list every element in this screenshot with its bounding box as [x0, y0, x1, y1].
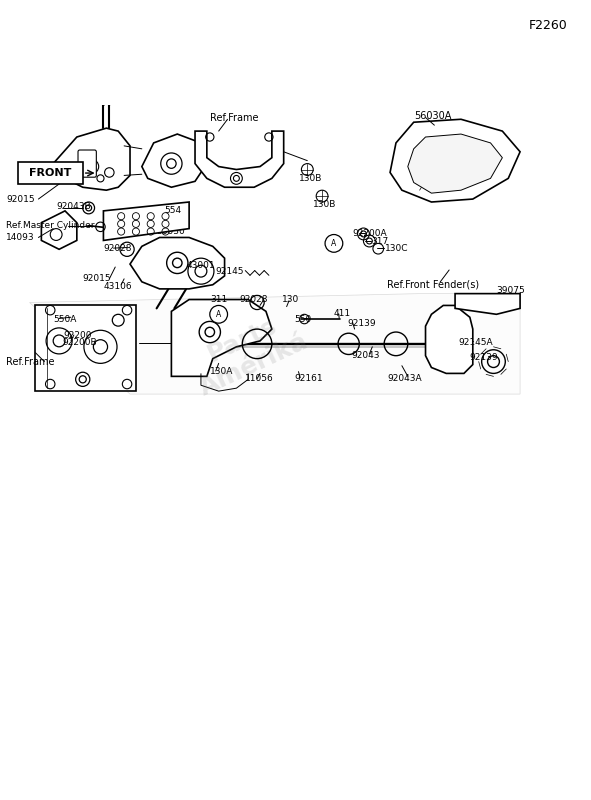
Text: 92015: 92015 — [6, 194, 34, 203]
Text: 43106: 43106 — [103, 282, 132, 291]
Text: 92015: 92015 — [83, 274, 111, 283]
Text: 92200A: 92200A — [353, 229, 388, 238]
Text: 92139: 92139 — [470, 353, 498, 362]
Text: 130B: 130B — [313, 201, 337, 210]
Text: A: A — [216, 310, 221, 319]
Text: 92145A: 92145A — [458, 338, 493, 346]
Polygon shape — [390, 119, 520, 202]
Polygon shape — [53, 128, 130, 190]
Polygon shape — [130, 238, 225, 289]
Text: A: A — [332, 239, 336, 248]
Text: 92043: 92043 — [352, 351, 380, 360]
Polygon shape — [30, 294, 520, 394]
Text: 92145: 92145 — [216, 267, 244, 276]
Text: 92028: 92028 — [239, 295, 268, 304]
Text: 92043A: 92043A — [387, 374, 422, 383]
Text: Ref.Master Cylinder: Ref.Master Cylinder — [6, 221, 95, 230]
Text: 92043B: 92043B — [56, 202, 91, 211]
Polygon shape — [142, 134, 207, 187]
Text: Parts
Amériká: Parts Amériká — [184, 305, 312, 401]
Text: 411: 411 — [334, 310, 351, 318]
Text: Ref.Frame: Ref.Frame — [6, 357, 54, 366]
Text: 92028: 92028 — [103, 244, 132, 253]
Text: 317: 317 — [371, 237, 388, 246]
Text: 43001: 43001 — [187, 262, 215, 270]
Text: 92139: 92139 — [348, 319, 376, 328]
Text: 56030: 56030 — [157, 227, 186, 236]
Text: Ref.Frame: Ref.Frame — [210, 113, 258, 122]
Text: 14093: 14093 — [6, 233, 34, 242]
Circle shape — [210, 306, 228, 323]
FancyBboxPatch shape — [78, 150, 96, 177]
Text: 11056: 11056 — [245, 374, 274, 383]
Text: 130B: 130B — [298, 174, 322, 183]
Text: 56030A: 56030A — [414, 111, 451, 122]
Text: 130: 130 — [282, 295, 299, 304]
Polygon shape — [426, 306, 473, 374]
FancyBboxPatch shape — [18, 162, 83, 184]
Text: 554: 554 — [164, 206, 181, 215]
Text: 39075: 39075 — [496, 286, 525, 295]
Polygon shape — [35, 306, 136, 391]
Text: 130A: 130A — [210, 367, 233, 376]
Text: F2260: F2260 — [528, 19, 567, 32]
Text: 550: 550 — [294, 314, 311, 323]
Polygon shape — [171, 299, 272, 376]
Text: 130C: 130C — [385, 244, 408, 253]
Text: Ref.Front Fender(s): Ref.Front Fender(s) — [387, 280, 479, 290]
Text: 550A: 550A — [53, 314, 77, 323]
Text: FRONT: FRONT — [29, 168, 72, 178]
Text: 92200: 92200 — [64, 331, 92, 340]
Polygon shape — [41, 211, 77, 250]
Polygon shape — [408, 134, 502, 193]
Polygon shape — [195, 131, 284, 187]
Polygon shape — [103, 202, 189, 241]
Circle shape — [325, 234, 343, 252]
Text: 311: 311 — [210, 295, 227, 304]
Text: 92161: 92161 — [294, 374, 323, 383]
Text: 92200B: 92200B — [62, 338, 97, 347]
Polygon shape — [455, 294, 520, 314]
